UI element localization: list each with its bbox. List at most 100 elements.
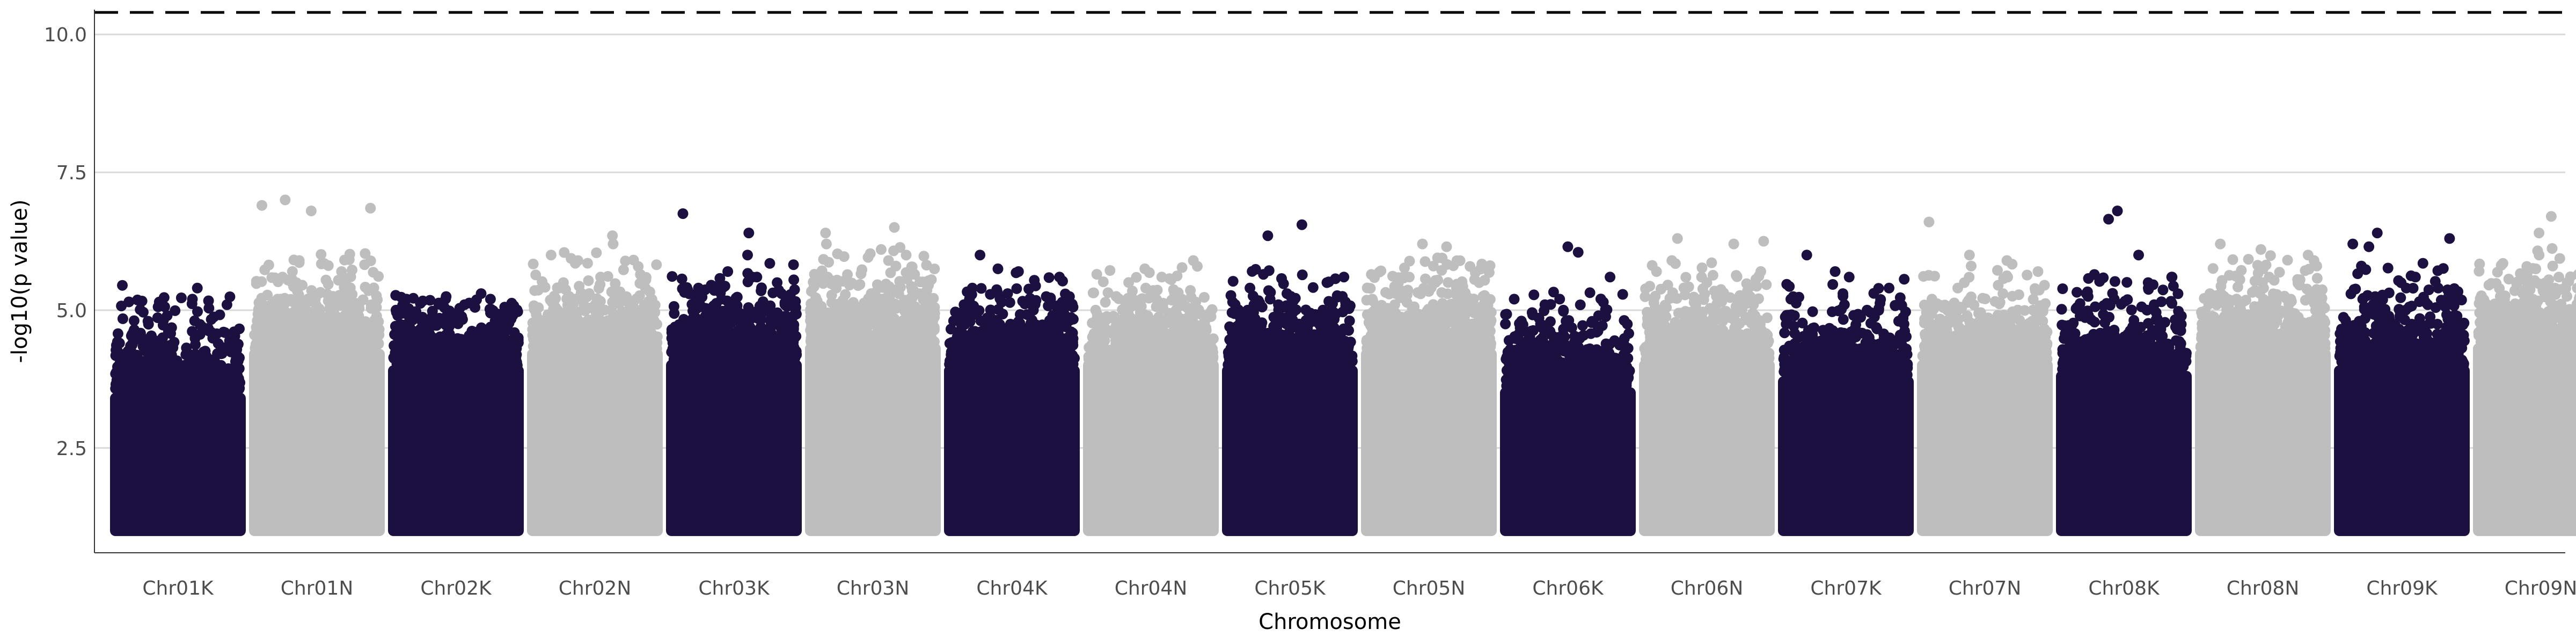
snp-point — [312, 325, 324, 336]
peak-point — [608, 238, 619, 250]
snp-point — [145, 387, 157, 398]
snp-point — [929, 264, 940, 274]
snp-point — [676, 273, 687, 284]
snp-point — [952, 332, 963, 342]
snp-point — [728, 354, 739, 365]
snp-point — [583, 275, 594, 286]
snp-point — [1286, 336, 1298, 348]
snp-point — [418, 327, 429, 338]
peak-point — [1120, 299, 1131, 310]
peak-point — [1139, 263, 1151, 274]
snp-point — [980, 328, 992, 339]
snp-point — [573, 324, 584, 335]
snp-point — [316, 249, 327, 260]
snp-point — [397, 344, 408, 355]
snp-point — [752, 313, 764, 324]
snp-point — [884, 293, 895, 304]
snp-point — [205, 369, 216, 380]
snp-point — [651, 259, 662, 270]
snp-point — [669, 308, 680, 319]
snp-point — [371, 290, 382, 302]
peak-point — [272, 294, 283, 305]
snp-point — [1141, 347, 1152, 358]
snp-point — [158, 292, 170, 303]
snp-point — [591, 247, 602, 258]
snp-point — [1087, 287, 1099, 298]
snp-point — [192, 368, 203, 379]
snp-point — [231, 354, 242, 364]
snp-point — [606, 305, 617, 316]
snp-point — [928, 292, 939, 304]
peak-point — [1240, 310, 1252, 321]
snp-point — [266, 272, 277, 283]
peak-point — [401, 294, 412, 305]
dense-points-Chr04K — [944, 365, 1080, 536]
snp-point — [166, 357, 177, 369]
peak-point — [776, 288, 787, 299]
snp-point — [341, 319, 352, 330]
snp-point — [788, 259, 799, 270]
snp-point — [429, 316, 440, 327]
snp-point — [287, 310, 298, 320]
snp-point — [671, 340, 683, 351]
snp-point — [786, 324, 797, 335]
snp-point — [1307, 282, 1319, 293]
snp-point — [170, 305, 181, 316]
peak-point — [889, 222, 900, 233]
snp-point — [843, 319, 854, 331]
snp-point — [1004, 297, 1015, 308]
snp-point — [112, 328, 123, 339]
snp-point — [440, 358, 451, 369]
snp-point — [1028, 338, 1040, 349]
peak-point — [470, 302, 481, 313]
snp-point — [374, 324, 385, 335]
snp-point — [1227, 276, 1239, 287]
chromosome-Chr05N — [1361, 238, 1497, 536]
snp-point — [418, 318, 429, 329]
snp-point — [485, 351, 495, 362]
snp-point — [1335, 335, 1345, 347]
snp-point — [1163, 352, 1174, 363]
dense-points-Chr04N — [1083, 360, 1219, 536]
snp-point — [209, 382, 221, 393]
snp-point — [1230, 299, 1241, 310]
snp-point — [825, 310, 837, 321]
snp-point — [1312, 341, 1323, 352]
snp-point — [1131, 272, 1142, 283]
chromosome-Chr03K — [666, 208, 802, 536]
snp-point — [1247, 266, 1258, 277]
peak-point — [1002, 288, 1013, 299]
snp-point — [262, 289, 273, 301]
peak-point — [1262, 230, 1274, 241]
peak-point — [967, 282, 978, 294]
snp-point — [729, 315, 740, 326]
snp-point — [564, 342, 575, 354]
snp-point — [877, 332, 889, 343]
snp-point — [924, 324, 935, 335]
peak-point — [595, 272, 606, 283]
peak-point — [459, 299, 470, 310]
snp-point — [528, 258, 539, 269]
snp-point — [529, 285, 540, 296]
snp-point — [996, 340, 1007, 351]
snp-point — [1152, 341, 1163, 353]
snp-point — [559, 247, 570, 258]
snp-point — [1185, 285, 1196, 296]
snp-point — [595, 319, 606, 330]
snp-point — [122, 382, 134, 393]
snp-point — [842, 269, 853, 280]
snp-point — [1023, 283, 1035, 295]
snp-point — [789, 284, 800, 295]
peak-point — [831, 282, 842, 294]
snp-point — [1151, 353, 1162, 364]
snp-point — [1046, 353, 1058, 364]
peak-point — [747, 272, 758, 283]
snp-point — [1140, 282, 1151, 294]
snp-point — [642, 312, 654, 323]
snp-point — [1041, 291, 1052, 302]
snp-point — [813, 334, 823, 345]
snp-point — [1296, 346, 1307, 357]
snp-point — [1060, 346, 1072, 357]
snp-point — [730, 292, 742, 304]
snp-point — [368, 343, 379, 354]
